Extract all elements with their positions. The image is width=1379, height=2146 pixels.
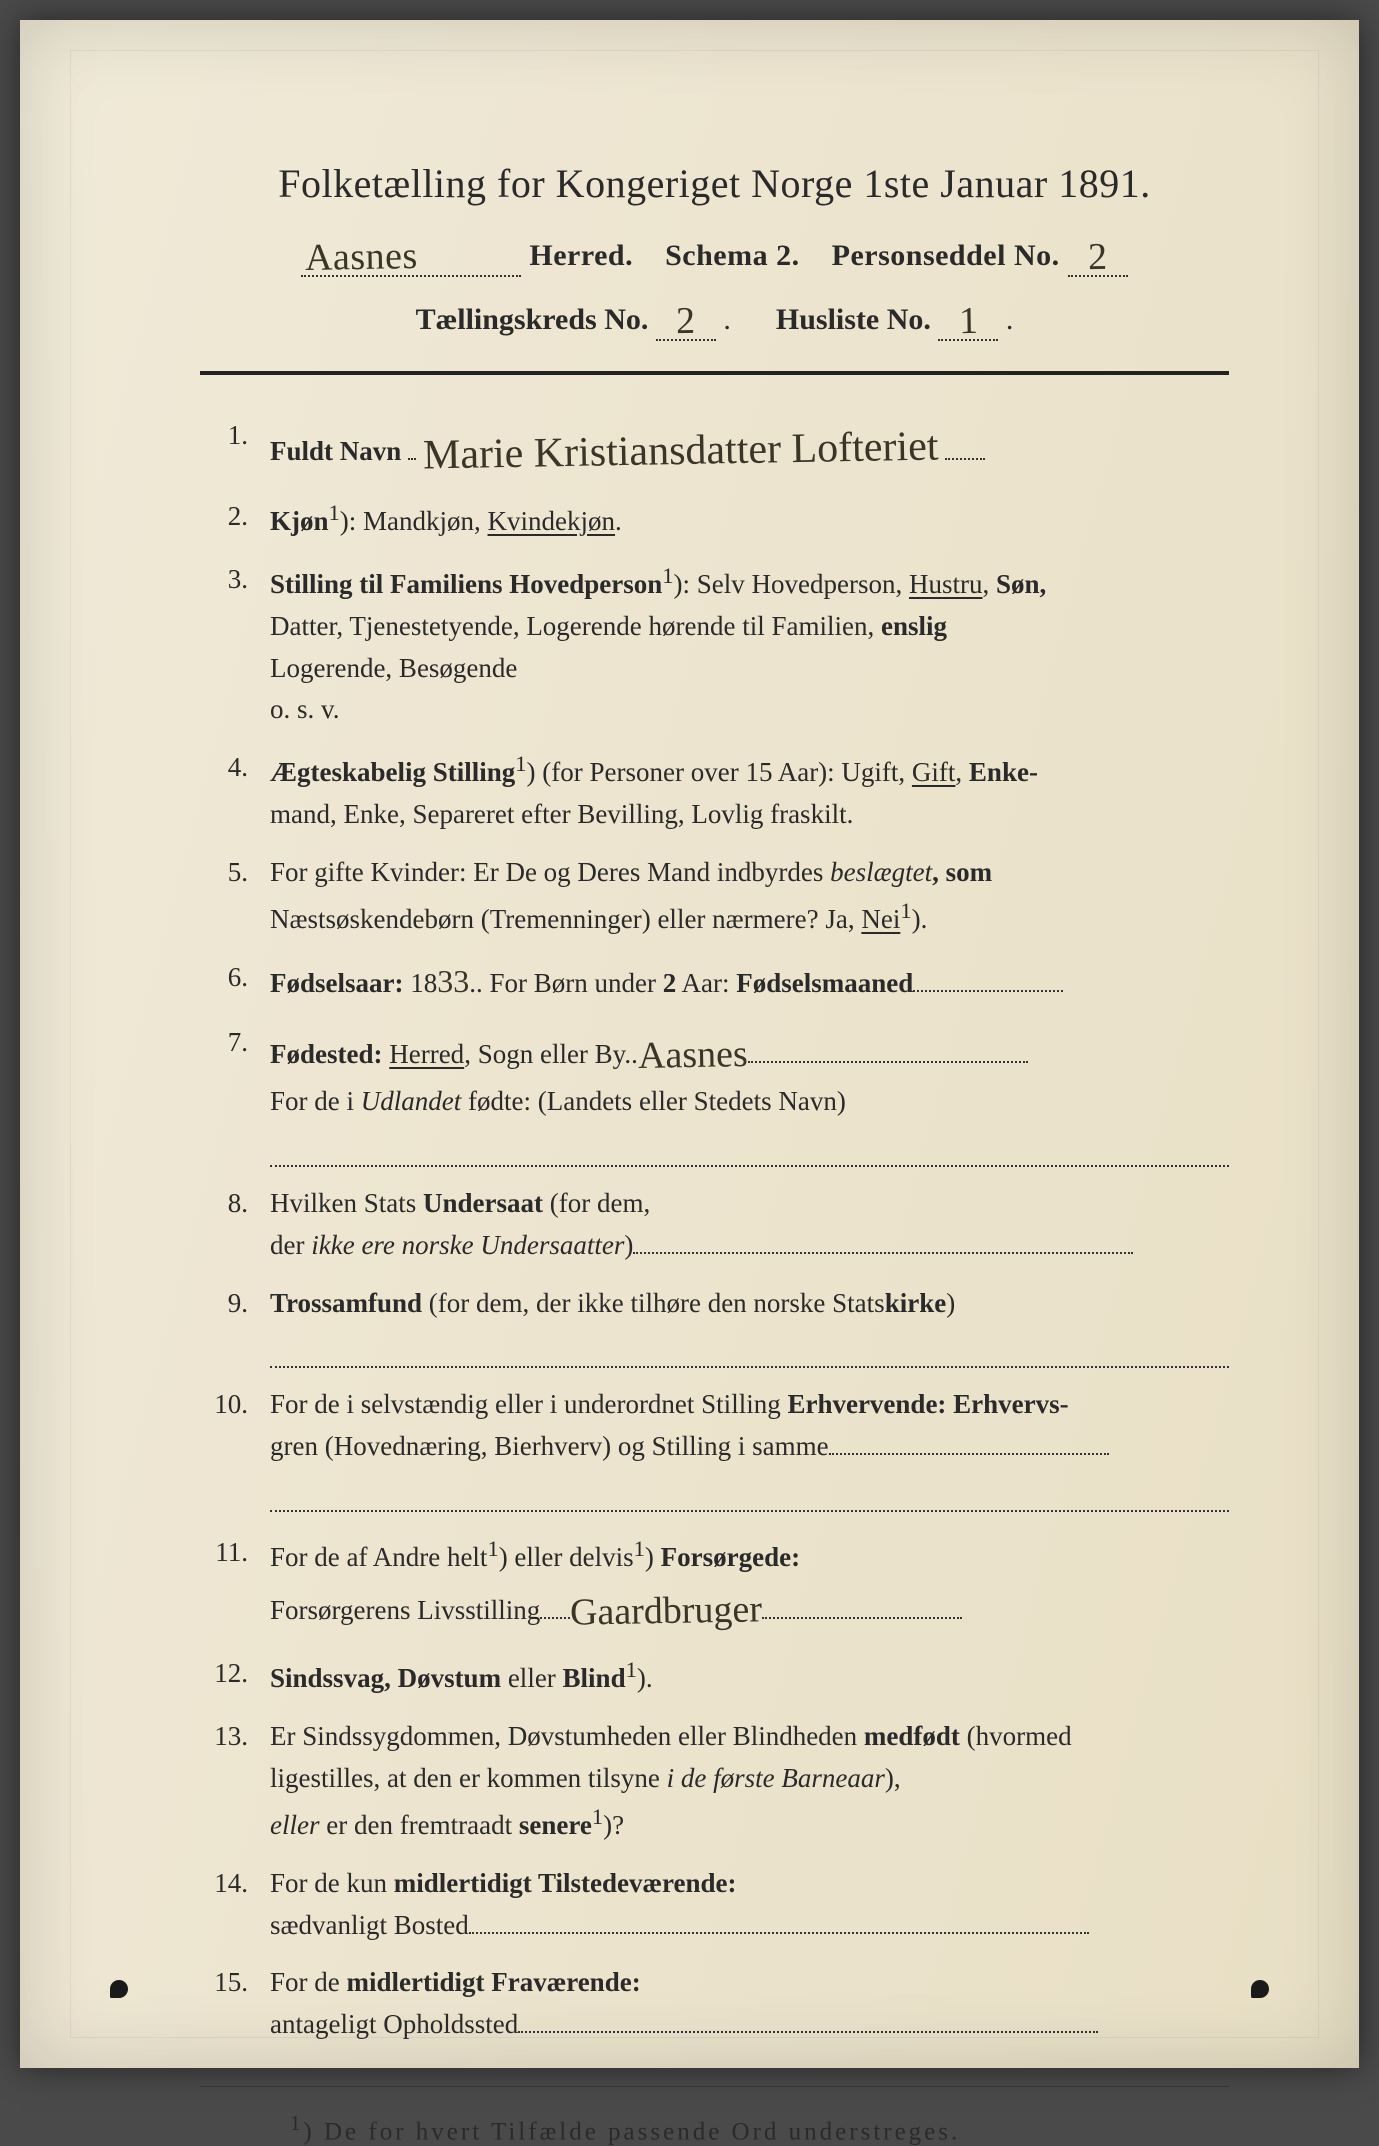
ink-blot-left: [110, 1980, 128, 1998]
item-1-label: Fuldt Navn: [270, 436, 401, 466]
item-8: 8. Hvilken Stats Undersaat (for dem, der…: [200, 1183, 1229, 1267]
ink-blot-right: [1251, 1980, 1269, 1998]
item-2: 2. Kjøn1): Mandkjøn, Kvindekjøn.: [200, 496, 1229, 543]
item-14: 14. For de kun midlertidigt Tilstedevære…: [200, 1863, 1229, 1947]
item-3: 3. Stilling til Familiens Hovedperson1):…: [200, 559, 1229, 731]
footnote: 1) De for hvert Tilfælde passende Ord un…: [200, 2111, 1229, 2146]
item-4: 4. Ægteskabelig Stilling1) (for Personer…: [200, 747, 1229, 836]
husliste-label: Husliste No.: [776, 303, 931, 336]
item-7: 7. Fødested: Herred, Sogn eller By..Aasn…: [200, 1022, 1229, 1167]
herred-label: Herred.: [529, 239, 633, 272]
item-6: 6. Fødselsaar: 1833.. For Børn under 2 A…: [200, 957, 1229, 1007]
herred-field: Aasnes: [301, 231, 521, 277]
item-9: 9. Trossamfund (for dem, der ikke tilhør…: [200, 1283, 1229, 1369]
item-15: 15. For de midlertidigt Fraværende: anta…: [200, 1962, 1229, 2046]
form-header: Folketælling for Kongeriget Norge 1ste J…: [200, 160, 1229, 341]
item-6-year: 33: [437, 963, 469, 999]
item-13: 13. Er Sindssygdommen, Døvstumheden elle…: [200, 1716, 1229, 1847]
census-form-page: Folketælling for Kongeriget Norge 1ste J…: [20, 20, 1359, 2068]
item-11-value: Gaardbruger: [570, 1581, 763, 1643]
husliste-no-field: 1: [938, 295, 998, 341]
item-1-value: Marie Kristiansdatter Lofteriet: [422, 415, 939, 489]
subhead-line-1: Aasnes Herred. Schema 2. Personseddel No…: [200, 231, 1229, 277]
personseddel-no-field: 2: [1068, 231, 1128, 277]
item-7-value: Aasnes: [637, 1025, 748, 1086]
item-11: 11. For de af Andre helt1) eller delvis1…: [200, 1532, 1229, 1638]
item-10: 10. For de i selvstændig eller i underor…: [200, 1384, 1229, 1511]
form-title: Folketælling for Kongeriget Norge 1ste J…: [200, 160, 1229, 207]
form-items: 1. Fuldt Navn Marie Kristiansdatter Loft…: [200, 415, 1229, 2046]
item-12: 12. Sindssvag, Døvstum eller Blind1).: [200, 1653, 1229, 1700]
kreds-label: Tællingskreds No.: [416, 303, 649, 336]
footer-rule: [200, 2086, 1229, 2087]
kreds-no-field: 2: [656, 295, 716, 341]
dot-sep: .: [723, 303, 731, 336]
item-1: 1. Fuldt Navn Marie Kristiansdatter Loft…: [200, 415, 1229, 480]
subhead-line-2: Tællingskreds No. 2 . Husliste No. 1 .: [200, 295, 1229, 341]
item-5: 5. For gifte Kvinder: Er De og Deres Man…: [200, 852, 1229, 941]
item-2-underlined: Kvindekjøn: [488, 506, 616, 536]
dot-sep2: .: [1006, 303, 1014, 336]
header-rule: [200, 371, 1229, 375]
schema-label: Schema 2.: [665, 239, 800, 272]
personseddel-label: Personseddel No.: [832, 239, 1060, 272]
